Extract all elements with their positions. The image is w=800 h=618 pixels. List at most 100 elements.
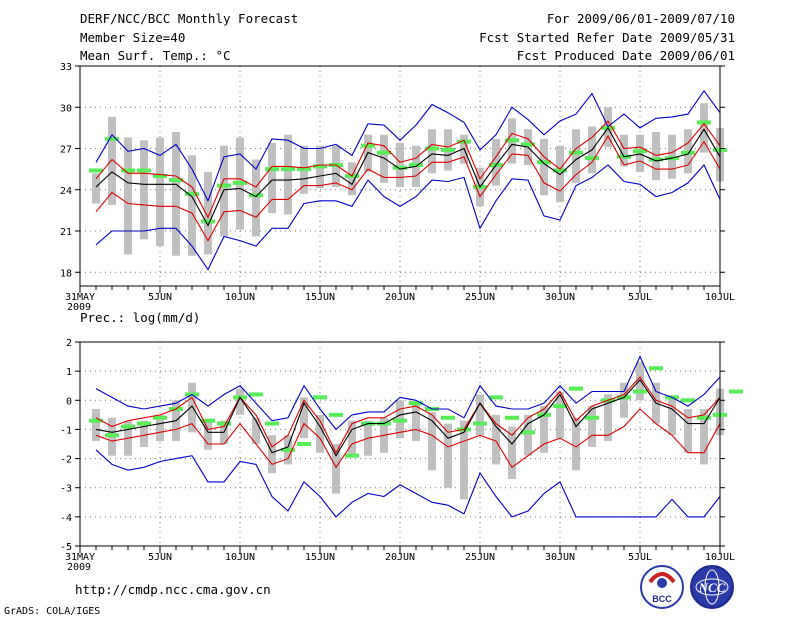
spread-box	[620, 134, 628, 167]
bcc-logo-text: BCC	[652, 594, 672, 604]
x-tick-label: 20JUN	[385, 552, 415, 563]
precip-variable-label: Prec.: log(mm/d)	[80, 310, 200, 325]
spread-box	[460, 420, 468, 500]
observed-mark	[89, 418, 103, 423]
x-tick-label: 31MAY	[65, 292, 95, 303]
x-tick-label: 30JUN	[545, 552, 575, 563]
forecast-period-label: For 2009/06/01-2009/07/10	[547, 11, 735, 26]
spread-box	[348, 420, 356, 456]
x-tick-label: 10JUN	[225, 292, 255, 303]
spread-box	[428, 129, 436, 174]
series-line-upper	[95, 376, 721, 454]
observed-mark	[409, 163, 423, 167]
spread-box	[268, 435, 276, 474]
observed-mark	[153, 415, 167, 420]
temperature-panel: 18 21 24 27 30 33 31MAY 5JUN 10JUN 15JUN 20JUN 25JU…	[60, 62, 735, 313]
observed-mark	[649, 366, 663, 371]
observed-mark	[585, 156, 599, 161]
observed-mark	[217, 183, 231, 188]
observed-mark	[137, 168, 151, 173]
spread-box	[332, 444, 340, 494]
observed-mark	[265, 421, 279, 426]
y-tick-label: 1	[66, 367, 72, 378]
observed-mark	[553, 168, 567, 173]
observed-mark	[217, 421, 231, 426]
spread-box	[492, 138, 500, 186]
y-tick-label: 30	[60, 103, 72, 114]
x-tick-label: 10JUL	[705, 292, 735, 303]
spread-box	[380, 134, 388, 183]
spread-box	[188, 382, 196, 433]
spread-box	[636, 134, 644, 172]
observed-mark	[377, 150, 391, 155]
spread-box	[348, 162, 356, 196]
observed-mark	[697, 120, 711, 125]
x-tick-label: 31MAY	[65, 552, 95, 563]
observed-mark	[393, 165, 407, 170]
observed-mark	[153, 174, 167, 178]
spread-box	[444, 423, 452, 488]
spread-box	[236, 388, 244, 415]
observed-mark	[569, 150, 583, 155]
start-date-label: Fcst Started Refer Date 2009/05/31	[479, 30, 735, 45]
ncc-logo-text: NCC	[698, 580, 726, 595]
observed-mark	[281, 167, 295, 172]
spread-box	[700, 409, 708, 465]
observed-mark	[185, 191, 199, 196]
observed-mark	[89, 168, 103, 173]
observed-mark	[297, 442, 311, 446]
variable-label: Mean Surf. Temp.: °C	[80, 48, 231, 63]
spread-box	[412, 403, 420, 442]
bcc-logo: BCC	[640, 565, 684, 609]
spread-box	[268, 143, 276, 214]
observed-mark	[553, 404, 567, 409]
x-tick-label: 5JUL	[628, 292, 652, 303]
spread-box	[636, 362, 644, 401]
spread-box	[204, 171, 212, 255]
spread-box	[428, 411, 436, 471]
spread-box	[396, 143, 404, 187]
series-line-max	[95, 89, 721, 203]
x-tick-label: 10JUN	[225, 552, 255, 563]
observed-mark	[297, 167, 311, 172]
x-tick-label: 30JUN	[545, 292, 575, 303]
spread-box	[604, 394, 612, 442]
x-tick-label: 20JUN	[385, 292, 415, 303]
spread-box	[204, 420, 212, 450]
spread-box	[140, 420, 148, 447]
y-tick-label: 2	[66, 338, 72, 349]
spread-box	[252, 417, 260, 444]
spread-box	[108, 116, 116, 205]
spread-box	[316, 414, 324, 453]
observed-mark	[425, 146, 439, 151]
observed-mark	[249, 392, 263, 397]
spread-box	[476, 394, 484, 436]
observed-mark	[345, 453, 359, 458]
observed-mark	[121, 168, 135, 173]
spread-box	[92, 409, 100, 442]
spread-box	[156, 137, 164, 247]
observed-mark	[521, 142, 535, 147]
observed-mark	[169, 178, 183, 183]
produced-date-label: Fcst Produced Date 2009/06/01	[517, 48, 735, 63]
observed-mark	[473, 421, 487, 426]
spread-box	[252, 159, 260, 237]
y-tick-label: 27	[60, 145, 72, 156]
observed-mark	[681, 398, 695, 403]
observed-mark	[313, 395, 327, 400]
x-tick-label: 15JUN	[305, 552, 335, 563]
spread-box	[588, 406, 596, 447]
y-tick-label: 21	[60, 227, 72, 238]
series-line-mean	[95, 379, 721, 457]
x-year-label: 2009	[67, 562, 91, 573]
footer-url[interactable]: http://cmdp.ncc.cma.gov.cn	[75, 582, 271, 597]
precipitation-panel: -5 -4 -3 -2 -1 0 1 2 31MAY 5JUN 10JUN 15JUN 20JUN 25J…	[60, 338, 743, 573]
spread-box	[540, 406, 548, 453]
spread-box	[572, 417, 580, 471]
member-size-label: Member Size=40	[80, 30, 185, 45]
observed-mark	[521, 430, 535, 435]
series-line-max	[95, 355, 721, 431]
spread-box	[492, 414, 500, 465]
chart-title: DERF/NCC/BCC Monthly Forecast	[80, 11, 298, 26]
spread-box	[172, 132, 180, 256]
